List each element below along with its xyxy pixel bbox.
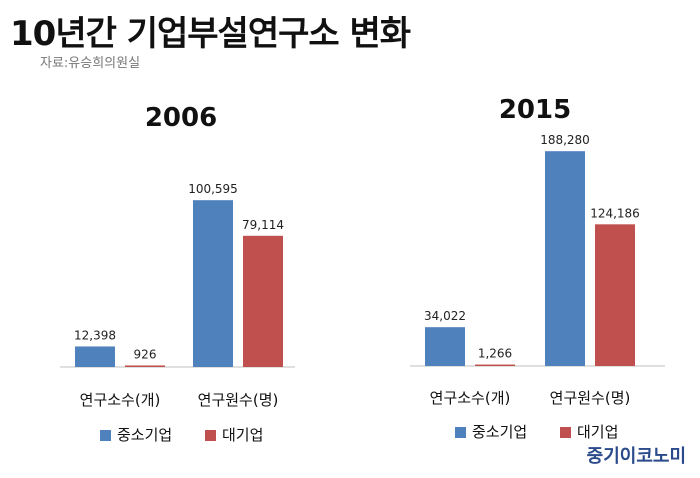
legend-swatch-large xyxy=(560,427,571,438)
data-label: 12,398 xyxy=(74,328,116,342)
page-title: 10년간 기업부설연구소 변화 xyxy=(10,14,411,54)
legend-swatch-sme xyxy=(455,427,466,438)
legend-label: 중소기업 xyxy=(117,426,172,444)
bar-large-0 xyxy=(125,365,165,367)
data-label: 34,022 xyxy=(424,309,466,323)
data-label: 1,266 xyxy=(478,347,512,361)
bar-large-1 xyxy=(595,224,635,366)
data-label: 100,595 xyxy=(188,182,238,196)
bar-sme-0 xyxy=(425,327,465,366)
legend-swatch-large xyxy=(205,430,216,441)
bar-sme-0 xyxy=(75,346,115,367)
chart-2015: 2015 34,022 1,266 연구소수(개) 188,280 124,186 연구원수… xyxy=(350,0,700,478)
legend-label: 대기업 xyxy=(577,423,618,441)
data-label: 188,280 xyxy=(540,133,590,147)
legend-swatch-sme xyxy=(100,430,111,441)
legend-label: 중소기업 xyxy=(472,423,527,441)
data-label: 926 xyxy=(134,347,157,361)
bar-sme-1 xyxy=(193,200,233,367)
data-label: 124,186 xyxy=(590,206,640,220)
category-label: 연구원수(명) xyxy=(550,389,631,407)
bar-sme-1 xyxy=(545,151,585,366)
chart-2006-svg: 2006 12,398 926 연구소수(개) 100,595 79,114 연구원수(명)… xyxy=(60,103,295,444)
chart-title: 2015 xyxy=(499,95,571,125)
bar-large-0 xyxy=(475,364,515,366)
source-note: 자료:유승희의원실 xyxy=(40,56,141,71)
chart-2006: 2006 12,398 926 연구소수(개) 100,595 79,114 연구원수(명)… xyxy=(60,103,295,444)
brand-logo: 중기이코노미 xyxy=(586,446,686,467)
bar-large-1 xyxy=(243,235,283,367)
data-label: 79,114 xyxy=(242,218,284,232)
category-label: 연구소수(개) xyxy=(430,389,511,407)
chart-title: 2006 xyxy=(145,103,217,133)
category-label: 연구원수(명) xyxy=(198,391,279,409)
chart-2015-svg: 2015 34,022 1,266 연구소수(개) 188,280 124,186 연구원수… xyxy=(410,95,665,441)
category-label: 연구소수(개) xyxy=(80,391,161,409)
legend-label: 대기업 xyxy=(222,426,263,444)
